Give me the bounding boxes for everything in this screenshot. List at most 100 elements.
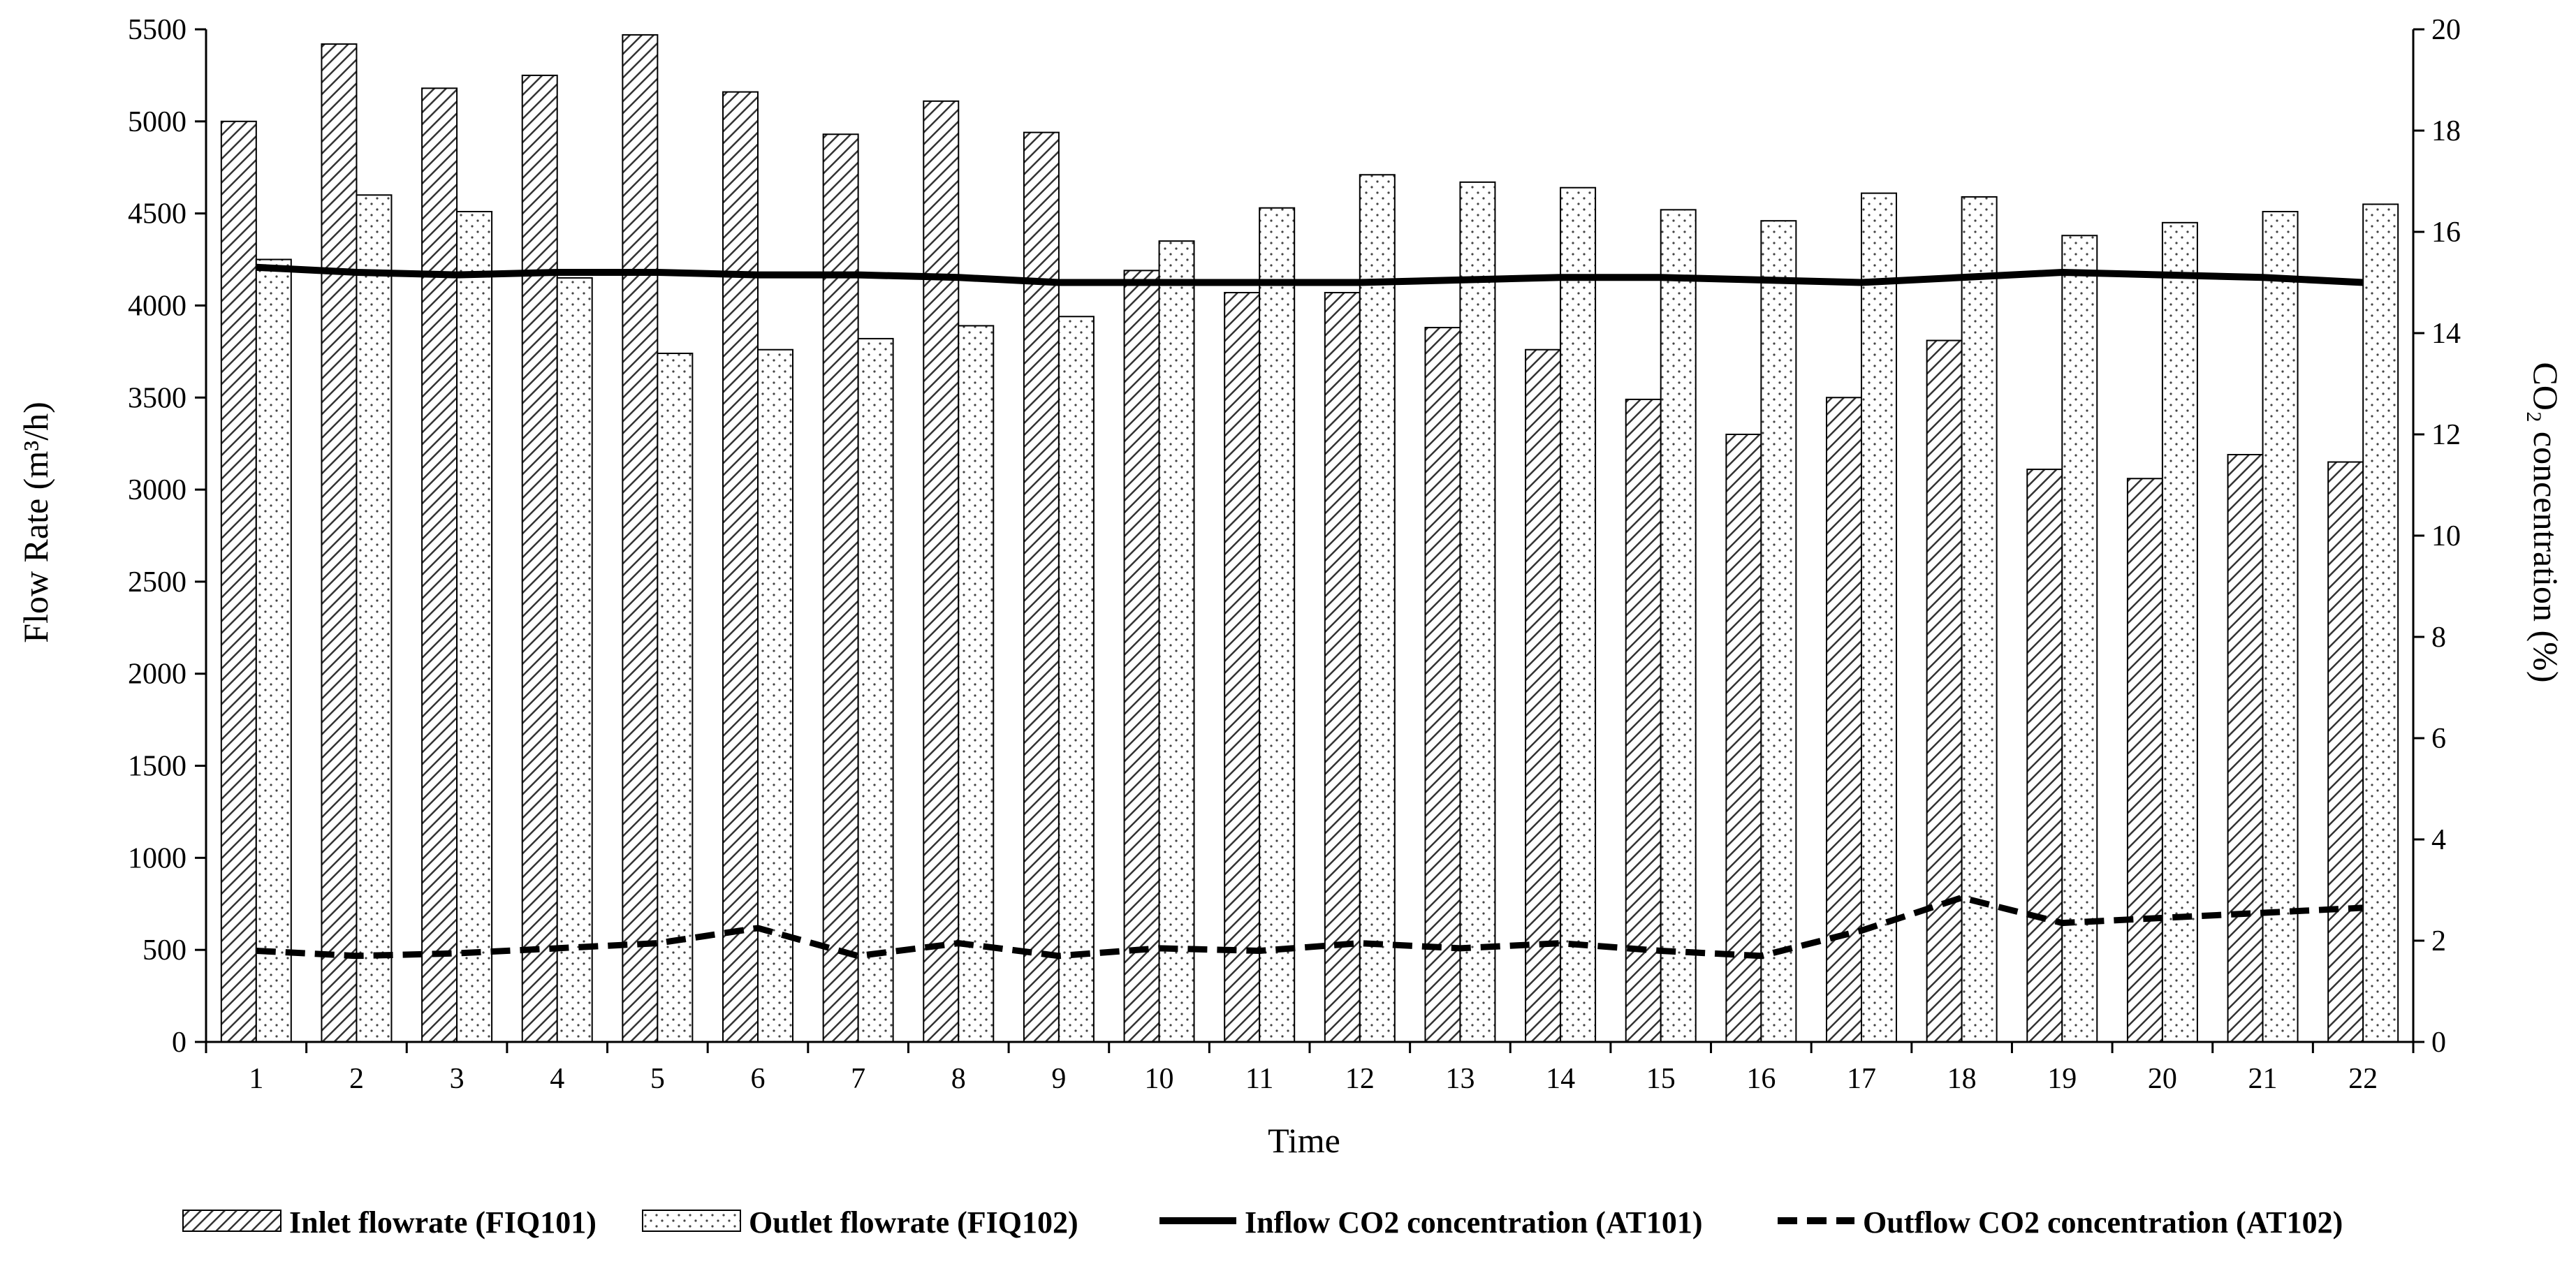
legend-swatch-inlet	[182, 1210, 281, 1232]
legend-swatch-outlet	[642, 1210, 741, 1232]
y-right-tick-label: 18	[2431, 115, 2461, 147]
y-axis-left-title: Flow Rate (m³/h)	[16, 402, 55, 643]
bar-inlet-19	[2026, 469, 2063, 1043]
x-tick-label: 10	[1145, 1063, 1174, 1095]
y-right-tick-label: 8	[2431, 622, 2446, 654]
x-axis-title: Time	[1268, 1121, 1340, 1160]
bar-outlet-5	[657, 353, 694, 1043]
legend-label: Inlet flowrate (FIQ101)	[289, 1205, 597, 1240]
bar-inlet-9	[1023, 131, 1060, 1043]
bar-inlet-22	[2327, 461, 2364, 1043]
y-right-tick-label: 10	[2431, 520, 2461, 552]
x-tick-label: 14	[1546, 1063, 1575, 1095]
axes-layer: 0 500 1000 1500 2000 2500 3000 3500 4000 4500 5000…	[128, 14, 2461, 1095]
bar-outlet-12	[1359, 174, 1396, 1043]
bar-inlet-4	[521, 74, 558, 1043]
bar-inlet-15	[1625, 398, 1662, 1043]
x-tick-label: 18	[1947, 1063, 1977, 1095]
bar-outlet-19	[2061, 235, 2098, 1043]
bar-outlet-16	[1760, 220, 1797, 1043]
bar-inlet-11	[1224, 292, 1261, 1043]
y-right-tick-label: 0	[2431, 1027, 2446, 1059]
x-tick-label: 6	[751, 1063, 766, 1095]
x-tick-label: 1	[249, 1063, 263, 1095]
y-right-tick-label: 6	[2431, 723, 2446, 755]
x-tick-label: 2	[349, 1063, 364, 1095]
x-tick-label: 21	[2248, 1063, 2278, 1095]
x-tick-label: 11	[1245, 1063, 1273, 1095]
bar-outlet-8	[958, 325, 995, 1043]
bar-outlet-15	[1660, 209, 1697, 1043]
y-right-tick-label: 4	[2431, 824, 2446, 856]
y-left-tick-label: 2000	[128, 659, 186, 691]
y-left-tick-label: 5000	[128, 106, 186, 138]
bar-outlet-17	[1861, 192, 1897, 1043]
bar-outlet-3	[456, 211, 493, 1043]
bar-inlet-21	[2227, 454, 2264, 1043]
y-right-tick-label: 20	[2431, 14, 2461, 46]
bar-outlet-1	[255, 258, 292, 1043]
bar-inlet-2	[321, 43, 358, 1043]
bar-inlet-20	[2126, 478, 2163, 1043]
bar-inlet-6	[722, 91, 759, 1043]
bar-inlet-1	[220, 120, 257, 1043]
bar-inlet-18	[1926, 339, 1963, 1043]
x-tick-label: 13	[1445, 1063, 1474, 1095]
bars-layer	[220, 34, 2399, 1043]
legend: Inlet flowrate (FIQ101) Outlet flowrate (…	[182, 1205, 2343, 1240]
y-left-tick-label: 5500	[128, 14, 186, 46]
bar-outlet-18	[1961, 196, 1998, 1043]
x-tick-label: 22	[2348, 1063, 2378, 1095]
x-tick-label: 7	[851, 1063, 865, 1095]
bar-outlet-22	[2362, 203, 2399, 1043]
y-left-tick-label: 4500	[128, 198, 186, 230]
lines-layer	[256, 263, 2364, 960]
bar-outlet-14	[1560, 186, 1597, 1043]
y-left-tick-label: 0	[172, 1027, 186, 1059]
y-left-tick-label: 4000	[128, 290, 186, 322]
y-left-tick-label: 2500	[128, 566, 186, 598]
bar-inlet-3	[421, 87, 458, 1043]
bar-inlet-12	[1324, 292, 1361, 1043]
x-tick-label: 5	[650, 1063, 665, 1095]
x-tick-label: 20	[2148, 1063, 2177, 1095]
bar-outlet-11	[1259, 207, 1296, 1043]
bar-inlet-16	[1725, 434, 1762, 1043]
y-right-tick-label: 12	[2431, 419, 2461, 451]
outflow-co2-line	[256, 894, 2364, 960]
y-left-tick-label: 3500	[128, 382, 186, 414]
x-tick-label: 17	[1847, 1063, 1876, 1095]
bar-inlet-5	[622, 34, 659, 1043]
x-tick-label: 12	[1345, 1063, 1375, 1095]
y-left-tick-label: 500	[142, 934, 186, 967]
x-tick-label: 19	[2047, 1063, 2077, 1095]
bar-outlet-7	[857, 337, 894, 1043]
bar-inlet-13	[1424, 327, 1461, 1043]
bar-inlet-8	[923, 100, 960, 1043]
legend-label: Outlet flowrate (FIQ102)	[749, 1205, 1078, 1240]
x-tick-label: 9	[1051, 1063, 1066, 1095]
bar-outlet-4	[556, 277, 593, 1043]
legend-label: Outflow CO2 concentration (AT102)	[1863, 1205, 2343, 1240]
inflow-co2-line	[256, 263, 2364, 286]
bar-inlet-17	[1826, 397, 1862, 1043]
y-left-tick-label: 1000	[128, 842, 186, 874]
x-tick-label: 3	[450, 1063, 464, 1095]
bar-outlet-21	[2262, 211, 2299, 1043]
bar-outlet-2	[356, 194, 393, 1043]
y-right-tick-label: 16	[2431, 216, 2461, 249]
legend-label: Inflow CO2 concentration (AT101)	[1245, 1205, 1702, 1240]
x-tick-label: 8	[951, 1063, 966, 1095]
bar-inlet-10	[1123, 270, 1160, 1043]
x-tick-label: 16	[1746, 1063, 1776, 1095]
x-tick-label: 15	[1646, 1063, 1676, 1095]
y-left-tick-label: 3000	[128, 474, 186, 506]
y-right-tick-label: 2	[2431, 925, 2446, 957]
y-left-tick-label: 1500	[128, 751, 186, 783]
x-tick-label: 4	[550, 1063, 564, 1095]
bar-inlet-14	[1525, 348, 1562, 1043]
y-right-tick-label: 14	[2431, 318, 2461, 350]
bar-inlet-7	[822, 133, 859, 1043]
